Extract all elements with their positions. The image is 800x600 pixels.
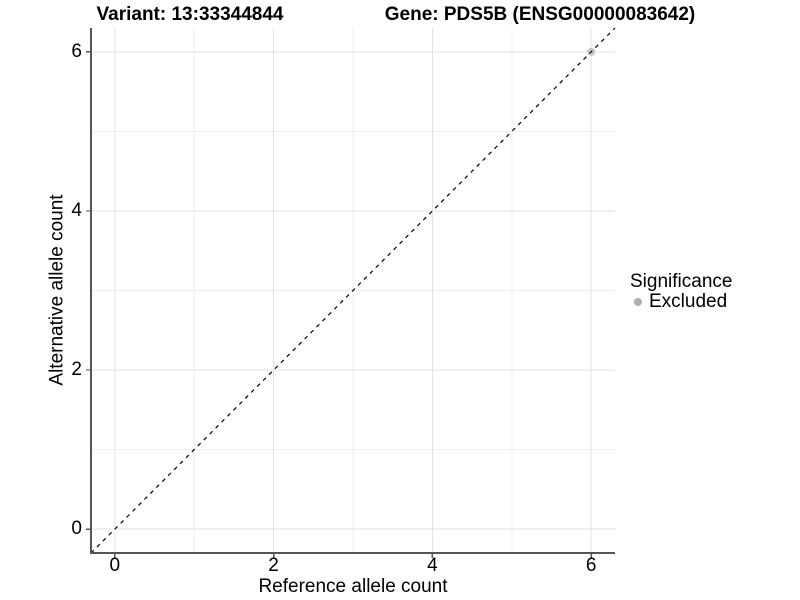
y-tick-label: 2 (71, 359, 82, 381)
x-tick-label: 4 (427, 555, 438, 576)
legend: Significance Excluded (630, 271, 732, 312)
y-tick-label: 0 (71, 518, 82, 540)
y-tick-label: 6 (71, 40, 82, 62)
legend-title: Significance (630, 271, 733, 292)
legend-dot-icon (634, 298, 642, 306)
x-tick-label: 0 (109, 555, 121, 576)
x-axis-title: Reference allele count (258, 576, 448, 597)
x-tick-label: 2 (268, 555, 279, 576)
y-tick-label: 4 (71, 199, 82, 221)
legend-item-excluded: Excluded (630, 292, 732, 312)
x-tick-label: 6 (585, 555, 597, 576)
plot-title-gene: Gene: PDS5B (ENSG00000083642) (384, 4, 696, 25)
y-axis-title: Alternative allele count (46, 194, 68, 386)
plot-title-variant: Variant: 13:33344844 (96, 4, 284, 25)
identity-line (90, 27, 616, 554)
legend-item-label: Excluded (649, 291, 728, 312)
